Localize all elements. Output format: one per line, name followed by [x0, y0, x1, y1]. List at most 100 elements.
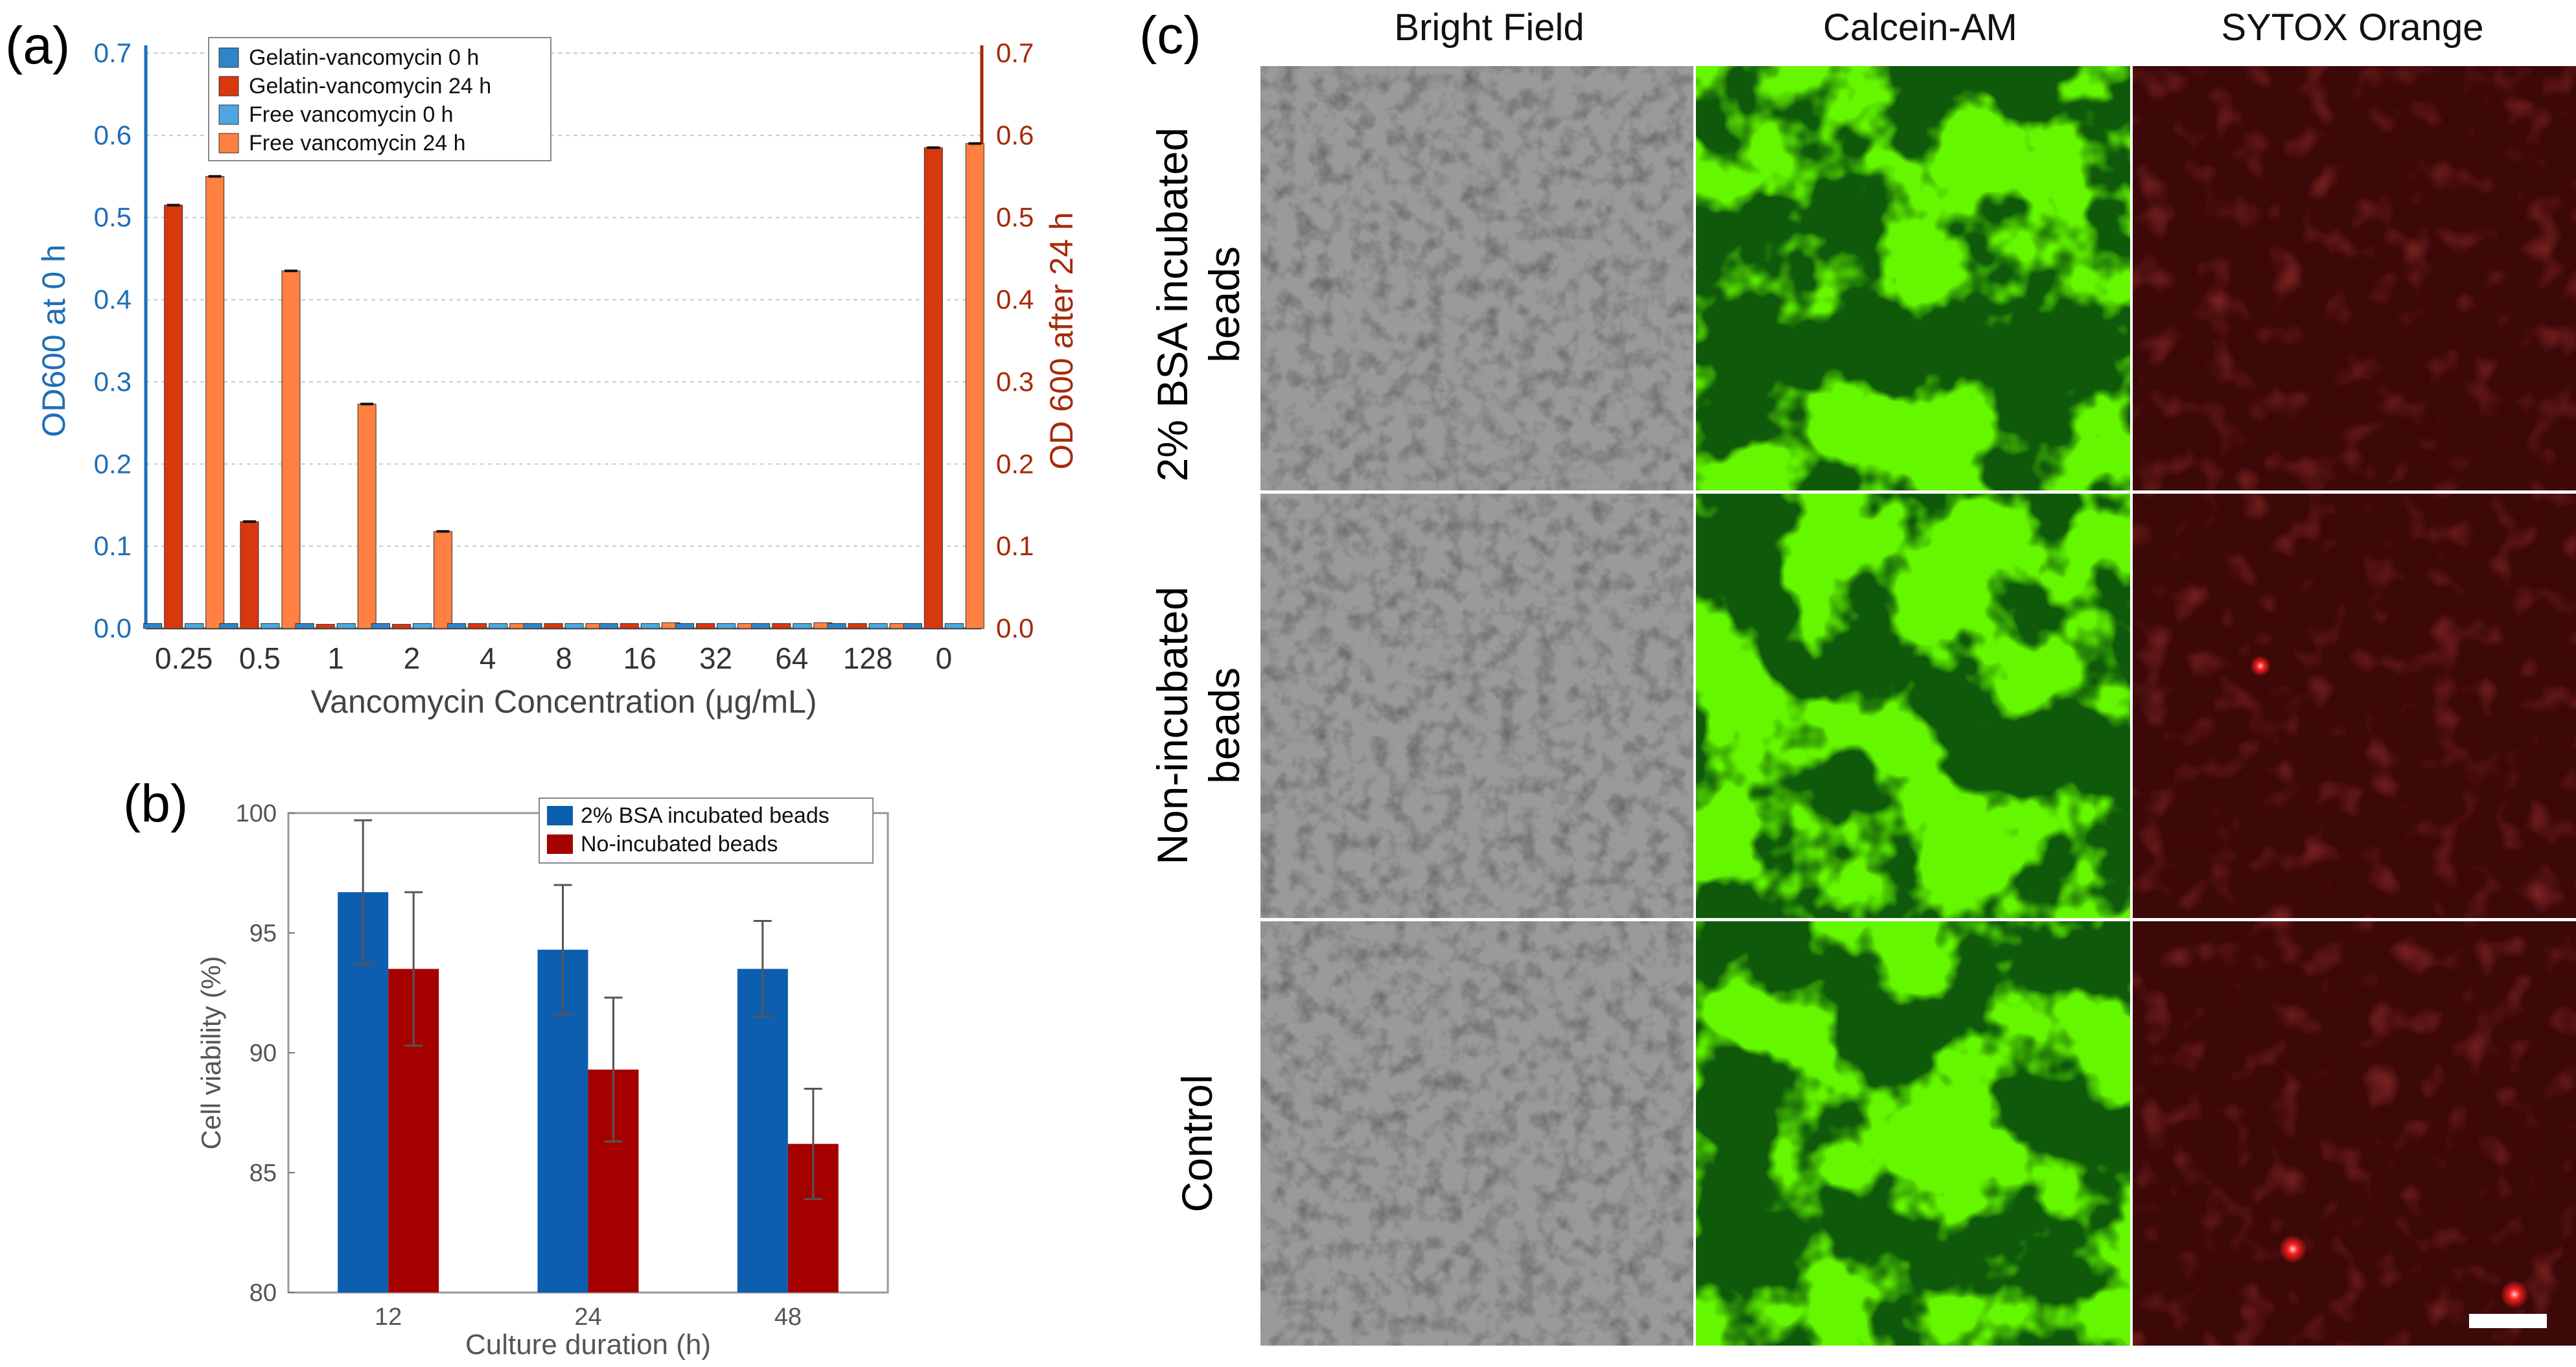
- row-label-noninc: Non-incubated beads: [1148, 586, 1248, 864]
- row-label-control-text: Control: [1173, 1075, 1221, 1213]
- y-tick-label: 85: [249, 1160, 277, 1187]
- chart-a: 0.0 0.0 0.1 0.1 0.2 0.2 0.3 0.3 0.4 0.4 0.5 0.5 0.6 0…: [36, 37, 1080, 720]
- bar: [793, 623, 812, 629]
- bar: [827, 623, 846, 629]
- x-tick-label: 4: [480, 641, 496, 675]
- y-tick-left: 0.4: [94, 284, 132, 315]
- bar: [903, 623, 922, 629]
- bar: [640, 623, 660, 629]
- micrograph-control-brightfield: [1260, 921, 1693, 1346]
- y-axis-title-left: OD600 at 0 h: [36, 244, 72, 437]
- dead-cell-spot: [2500, 1280, 2529, 1309]
- row-label-noninc-line1: Non-incubated: [1148, 586, 1196, 864]
- bar: [164, 205, 183, 629]
- bar: [564, 623, 584, 629]
- bar: [772, 623, 791, 629]
- bar: [336, 623, 356, 629]
- dead-cell-spot: [2279, 1235, 2307, 1263]
- bar: [281, 270, 301, 629]
- y-tick-right: 0.7: [996, 38, 1034, 68]
- y-tick-right: 0.2: [996, 448, 1034, 479]
- bar: [371, 623, 390, 629]
- y-tick-label: 80: [249, 1280, 277, 1307]
- y-tick-left: 0.7: [94, 38, 132, 68]
- y-tick-right: 0.6: [996, 120, 1034, 150]
- legend-swatch: [218, 47, 239, 68]
- micrograph-control-calcein: [1696, 921, 2130, 1346]
- legend-box: [208, 37, 551, 161]
- micrograph-bsa-calcein: [1696, 66, 2130, 490]
- y-tick-label: 90: [249, 1040, 277, 1067]
- row-label-noninc-line2: beads: [1200, 667, 1248, 784]
- y-axis-title: Cell viability (%): [196, 956, 226, 1150]
- x-tick-label: 0.5: [239, 641, 281, 675]
- legend-label: Gelatin-vancomycin 0 h: [249, 45, 479, 70]
- x-axis-title: Vancomycin Concentration (μg/mL): [311, 684, 817, 720]
- column-header-sytox-orange: SYTOX Orange: [2221, 6, 2483, 49]
- bar: [620, 623, 639, 629]
- legend-swatch: [218, 104, 239, 125]
- bar: [965, 143, 984, 629]
- scale-bar: [2469, 1314, 2547, 1328]
- bar: [868, 623, 888, 629]
- y-tick-label: 100: [236, 800, 277, 827]
- bar: [433, 531, 452, 629]
- bar: [848, 623, 867, 629]
- y-tick-right: 0.5: [996, 202, 1034, 233]
- x-tick-label: 1: [327, 641, 344, 675]
- bar: [468, 623, 487, 629]
- x-axis-title: Culture duration (h): [465, 1329, 711, 1361]
- column-header-bright-field: Bright Field: [1394, 6, 1584, 49]
- bar: [205, 176, 225, 629]
- row-label-bsa-line1: 2% BSA incubated: [1148, 128, 1196, 482]
- bar: [240, 521, 259, 629]
- y-tick-left: 0.3: [94, 366, 132, 396]
- micrograph-grid: [1260, 66, 2576, 1346]
- x-tick-label: 2: [404, 641, 421, 675]
- y-axis-title-right: OD 600 after 24 h: [1043, 212, 1080, 469]
- bar: [391, 624, 411, 629]
- y-tick-left: 0.5: [94, 202, 132, 233]
- x-tick-label: 32: [699, 641, 732, 675]
- dead-cell-spot: [2250, 656, 2271, 676]
- x-tick-label: 16: [623, 641, 656, 675]
- legend-label: Free vancomycin 0 h: [249, 102, 454, 127]
- bar: [923, 147, 943, 629]
- legend-swatch: [547, 834, 573, 854]
- y-tick-right: 0.1: [996, 531, 1034, 561]
- bar: [675, 623, 695, 629]
- panel-label-c: (c): [1139, 6, 1201, 65]
- bar: [447, 623, 467, 629]
- micrograph-noninc-brightfield: [1260, 494, 1693, 918]
- bar: [737, 969, 788, 1292]
- y-tick-left: 0.1: [94, 531, 132, 561]
- legend-label: Free vancomycin 24 h: [249, 131, 466, 155]
- legend-swatch: [547, 806, 573, 825]
- column-header-calcein-am: Calcein-AM: [1823, 6, 2017, 49]
- bar: [696, 623, 715, 629]
- x-tick-label: 24: [574, 1304, 601, 1331]
- micrograph-noninc-sytox: [2133, 494, 2576, 918]
- bar: [599, 623, 618, 629]
- bar: [316, 624, 335, 629]
- bar: [261, 623, 280, 629]
- row-label-control: Control: [1173, 1075, 1221, 1213]
- legend-label: No-incubated beads: [581, 832, 778, 856]
- y-tick-left: 0.0: [94, 613, 132, 643]
- bar: [185, 623, 204, 629]
- row-label-bsa-line2: beads: [1200, 246, 1248, 363]
- chart-b: 80 85 90 95 100 12 24 48 Culture duration (h) Cel…: [196, 798, 889, 1361]
- x-tick-label: 0.25: [155, 641, 213, 675]
- bar: [295, 623, 314, 629]
- legend-label: Gelatin-vancomycin 24 h: [249, 74, 491, 98]
- bar: [944, 623, 964, 629]
- bar: [143, 623, 163, 629]
- bar: [544, 623, 563, 629]
- x-tick-label: 48: [774, 1304, 802, 1331]
- legend-swatch: [218, 76, 239, 97]
- micrograph-bsa-sytox: [2133, 66, 2576, 490]
- panel-label-a: (a): [5, 16, 70, 75]
- y-tick-right: 0.3: [996, 366, 1034, 396]
- bar: [751, 623, 771, 629]
